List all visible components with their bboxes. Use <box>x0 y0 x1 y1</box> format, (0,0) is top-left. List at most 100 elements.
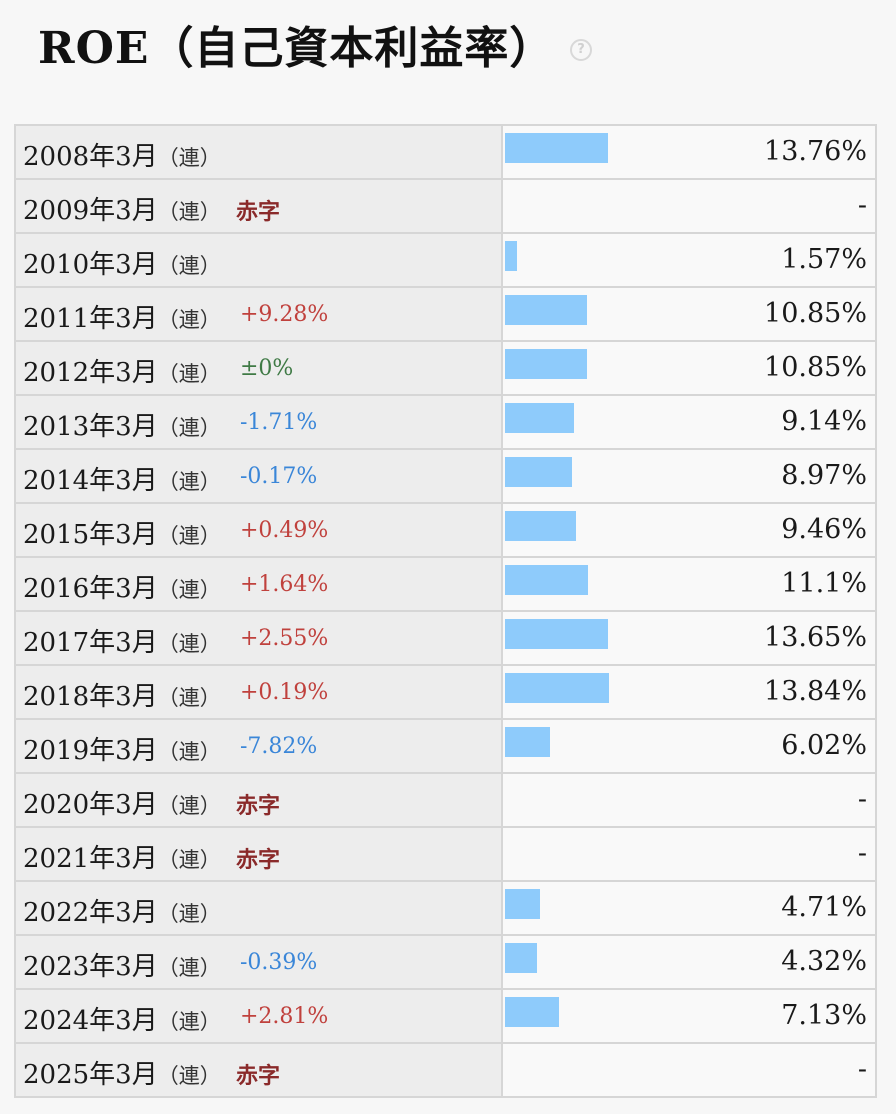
change-label: +0.19% <box>240 680 329 705</box>
roe-bar <box>505 511 576 541</box>
roe-value: 8.97% <box>781 460 867 491</box>
period-cell: 2010年3月（連） <box>16 234 503 286</box>
period-label: 2024年3月（連） <box>23 1006 221 1036</box>
roe-value: 10.85% <box>764 352 867 383</box>
change-label: -0.39% <box>240 950 318 975</box>
table-row: 2019年3月（連） -7.82% 6.02% <box>16 720 875 774</box>
period-label: 2022年3月（連） <box>23 898 221 928</box>
table-row: 2014年3月（連） -0.17% 8.97% <box>16 450 875 504</box>
consolidated-label: （連） <box>157 362 221 386</box>
roe-value: - <box>857 838 867 869</box>
roe-value: 4.71% <box>781 892 867 923</box>
table-row: 2018年3月（連） +0.19% 13.84% <box>16 666 875 720</box>
period-label: 2021年3月（連） <box>23 844 221 874</box>
period-label: 2014年3月（連） <box>23 466 221 496</box>
consolidated-label: （連） <box>157 470 221 494</box>
period-label: 2016年3月（連） <box>23 574 221 604</box>
period-cell: 2024年3月（連） +2.81% <box>16 990 503 1042</box>
table-row: 2021年3月（連） 赤字 - <box>16 828 875 882</box>
roe-value: 13.76% <box>764 136 867 167</box>
period-label: 2015年3月（連） <box>23 520 221 550</box>
table-row: 2016年3月（連） +1.64% 11.1% <box>16 558 875 612</box>
period-cell: 2025年3月（連） 赤字 <box>16 1044 503 1096</box>
roe-value: - <box>857 784 867 815</box>
period-cell: 2008年3月（連） <box>16 126 503 178</box>
period-label: 2011年3月（連） <box>23 304 221 334</box>
period-cell: 2022年3月（連） <box>16 882 503 934</box>
consolidated-label: （連） <box>157 200 221 224</box>
period-cell: 2013年3月（連） -1.71% <box>16 396 503 448</box>
period-cell: 2020年3月（連） 赤字 <box>16 774 503 826</box>
roe-bar <box>505 889 540 919</box>
roe-bar <box>505 727 550 757</box>
roe-bar <box>505 997 559 1027</box>
roe-bar <box>505 457 572 487</box>
period-cell: 2016年3月（連） +1.64% <box>16 558 503 610</box>
roe-bar <box>505 619 608 649</box>
period-cell: 2012年3月（連） ±0% <box>16 342 503 394</box>
help-icon[interactable]: ? <box>570 39 592 61</box>
period-label: 2010年3月（連） <box>23 250 221 280</box>
roe-table: 2008年3月（連） 13.76% 2009年3月（連） 赤字 - 2010年3月（連） 1… <box>14 124 877 1098</box>
consolidated-label: （連） <box>157 416 221 440</box>
roe-value: 13.84% <box>764 676 867 707</box>
deficit-label: 赤字 <box>236 847 281 873</box>
roe-bar <box>505 133 608 163</box>
change-label: +0.49% <box>240 518 329 543</box>
deficit-label: 赤字 <box>236 199 281 225</box>
table-row: 2008年3月（連） 13.76% <box>16 126 875 180</box>
change-label: +1.64% <box>240 572 329 597</box>
period-label: 2008年3月（連） <box>23 142 221 172</box>
change-label: ±0% <box>240 356 294 381</box>
period-label: 2018年3月（連） <box>23 682 221 712</box>
roe-bar <box>505 673 609 703</box>
roe-value: - <box>857 1054 867 1085</box>
table-row: 2012年3月（連） ±0% 10.85% <box>16 342 875 396</box>
period-cell: 2023年3月（連） -0.39% <box>16 936 503 988</box>
table-row: 2020年3月（連） 赤字 - <box>16 774 875 828</box>
period-cell: 2009年3月（連） 赤字 <box>16 180 503 232</box>
roe-bar <box>505 349 587 379</box>
period-cell: 2014年3月（連） -0.17% <box>16 450 503 502</box>
change-label: +2.55% <box>240 626 329 651</box>
roe-value: 1.57% <box>781 244 867 275</box>
roe-bar <box>505 295 587 325</box>
period-cell: 2019年3月（連） -7.82% <box>16 720 503 772</box>
period-label: 2017年3月（連） <box>23 628 221 658</box>
roe-bar <box>505 241 517 271</box>
change-label: -7.82% <box>240 734 318 759</box>
change-label: -1.71% <box>240 410 318 435</box>
table-row: 2011年3月（連） +9.28% 10.85% <box>16 288 875 342</box>
consolidated-label: （連） <box>157 794 221 818</box>
deficit-label: 赤字 <box>236 793 281 819</box>
consolidated-label: （連） <box>157 1010 221 1034</box>
roe-value: 4.32% <box>781 946 867 977</box>
table-row: 2024年3月（連） +2.81% 7.13% <box>16 990 875 1044</box>
roe-value: 11.1% <box>781 568 867 599</box>
period-label: 2013年3月（連） <box>23 412 221 442</box>
period-label: 2009年3月（連） <box>23 196 221 226</box>
consolidated-label: （連） <box>157 740 221 764</box>
table-row: 2013年3月（連） -1.71% 9.14% <box>16 396 875 450</box>
table-row: 2025年3月（連） 赤字 - <box>16 1044 875 1096</box>
roe-value: 13.65% <box>764 622 867 653</box>
table-row: 2009年3月（連） 赤字 - <box>16 180 875 234</box>
table-row: 2022年3月（連） 4.71% <box>16 882 875 936</box>
period-label: 2019年3月（連） <box>23 736 221 766</box>
period-cell: 2011年3月（連） +9.28% <box>16 288 503 340</box>
table-row: 2017年3月（連） +2.55% 13.65% <box>16 612 875 666</box>
roe-value: 9.14% <box>781 406 867 437</box>
roe-value: 7.13% <box>781 1000 867 1031</box>
roe-bar <box>505 403 574 433</box>
roe-value: - <box>857 190 867 221</box>
period-cell: 2018年3月（連） +0.19% <box>16 666 503 718</box>
page-header: ROE（自己資本利益率） ? <box>0 0 896 124</box>
consolidated-label: （連） <box>157 578 221 602</box>
period-cell: 2021年3月（連） 赤字 <box>16 828 503 880</box>
period-label: 2012年3月（連） <box>23 358 221 388</box>
period-cell: 2017年3月（連） +2.55% <box>16 612 503 664</box>
roe-value: 10.85% <box>764 298 867 329</box>
table-row: 2015年3月（連） +0.49% 9.46% <box>16 504 875 558</box>
roe-bar <box>505 565 588 595</box>
change-label: +9.28% <box>240 302 329 327</box>
